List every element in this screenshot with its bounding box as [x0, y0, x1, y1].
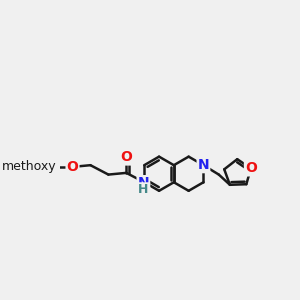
Text: N: N	[138, 176, 149, 190]
Text: methoxy: methoxy	[2, 160, 57, 173]
Text: O: O	[67, 160, 78, 174]
Text: O: O	[245, 161, 257, 176]
Text: O: O	[120, 151, 132, 164]
Text: H: H	[138, 183, 148, 196]
Text: N: N	[198, 158, 209, 172]
